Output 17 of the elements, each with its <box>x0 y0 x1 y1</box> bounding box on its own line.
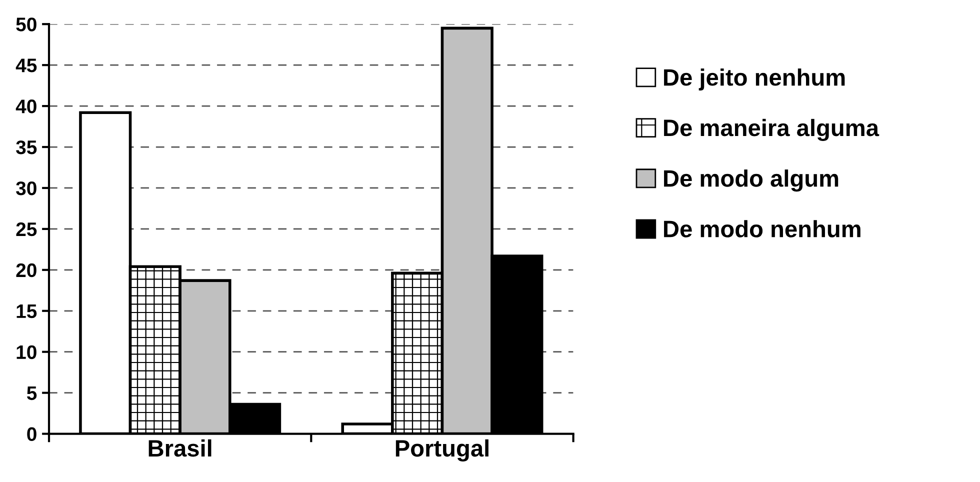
legend-label: De modo algum <box>664 169 838 192</box>
legend-label: De modo nenhum <box>664 220 860 238</box>
y-tick-label: 20 <box>16 263 36 278</box>
y-tick-label: 10 <box>16 345 36 360</box>
y-tick-label: 30 <box>16 181 36 196</box>
y-tick-label: 5 <box>26 386 37 400</box>
y-tick-label: 15 <box>16 304 37 318</box>
y-tick-label: 45 <box>16 58 37 72</box>
legend-label: De maneira alguma <box>664 118 880 142</box>
y-tick-label: 25 <box>16 222 37 236</box>
y-tick-label: 40 <box>16 100 36 114</box>
y-tick-label: 35 <box>16 140 37 154</box>
y-tick-label: 0 <box>27 427 36 442</box>
x-tick-label: Portugal <box>396 439 488 462</box>
legend-label: De jeito nenhum <box>664 68 845 90</box>
y-tick-label: 50 <box>16 18 36 32</box>
x-tick-label: Brasil <box>148 439 212 457</box>
